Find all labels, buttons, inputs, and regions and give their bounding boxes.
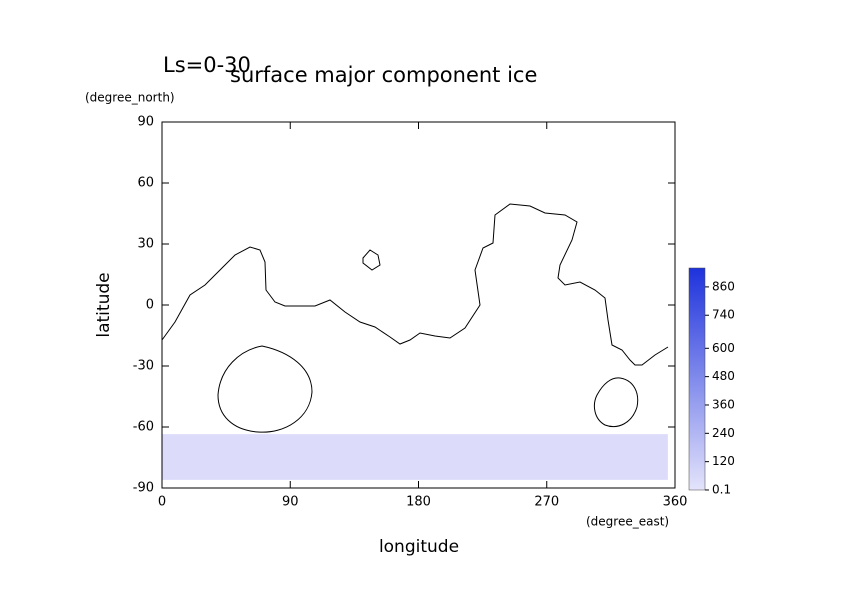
colorbar-label: 860: [712, 279, 735, 293]
y-tick-label: -90: [133, 481, 154, 496]
ice-area: [162, 434, 668, 480]
contour-line: [161, 203, 669, 366]
chart-title: surface major component ice: [230, 63, 537, 87]
y-tick-label: 0: [146, 298, 154, 313]
y-axis-label: latitude: [94, 272, 114, 337]
x-tick-label: 270: [534, 495, 559, 510]
y-tick-label: 60: [137, 176, 154, 191]
x-axis-label: longitude: [379, 537, 459, 557]
y-tick-label: 90: [137, 115, 154, 130]
contour-line: [593, 377, 639, 428]
x-tick-label: 90: [282, 495, 299, 510]
contour-line: [362, 249, 381, 271]
x-unit: (degree_east): [586, 515, 669, 529]
contour-line: [217, 345, 313, 433]
colorbar-label: 740: [712, 308, 735, 322]
y-tick-label: 30: [137, 237, 154, 252]
colorbar-label: 240: [712, 426, 735, 440]
contours: [161, 203, 669, 433]
colorbar: [688, 267, 706, 491]
plot-frame: [161, 121, 676, 489]
subtitle: Ls=0-30: [163, 53, 251, 77]
colorbar-label: 600: [712, 341, 735, 355]
colorbar-label: 120: [712, 454, 735, 468]
y-tick-label: -30: [133, 359, 154, 374]
x-tick-label: 0: [158, 495, 166, 510]
ice-layer: [162, 434, 668, 480]
y-unit: (degree_north): [85, 91, 175, 105]
y-tick-label: -60: [133, 420, 154, 435]
x-tick-label: 360: [663, 495, 688, 510]
colorbar-label: 360: [712, 397, 735, 411]
colorbar-label: 0.1: [712, 482, 731, 496]
x-tick-label: 180: [406, 495, 431, 510]
colorbar-label: 480: [712, 369, 735, 383]
